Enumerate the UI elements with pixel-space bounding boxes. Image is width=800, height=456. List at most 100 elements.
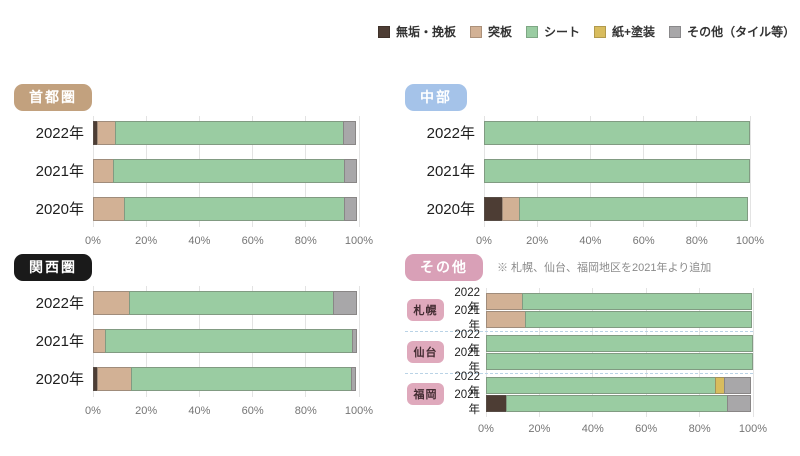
bar-row-label: 2021年 [454,347,480,375]
legend-item-sheet: シート [526,23,580,40]
axis-tick-label: 80% [688,422,711,435]
chart-chubu: 2022年 2021年 2020年 0% 20% 40% 60% 80% 100% [405,115,764,249]
bar-segment-tsukiita [93,328,107,353]
stacked-bar [93,290,359,315]
bar-segment-tsukiita [486,292,524,310]
legend-label: シート [544,25,581,39]
grid-line [538,287,540,417]
stacked-bar [484,196,750,221]
bar-segment-other [724,376,751,394]
axis-tick-label: 0% [476,234,492,247]
legend-label: その他（タイル等） [687,25,796,39]
axis-tick-label: 0% [85,234,101,247]
bar-row: 2022年 [444,329,753,356]
city-rows: 2022年 2021年 [444,329,753,374]
panel-badge-chubu: 中部 [405,84,467,111]
axis-tick-label: 40% [188,404,211,417]
axis-tick-label: 80% [685,234,708,247]
legend-item-tsukiita: 突板 [470,23,512,40]
bar-row: 2022年 [405,120,750,145]
bar-segment-other [350,366,356,391]
axis-tick-label: 100% [735,234,765,247]
stacked-bar [486,394,753,412]
bar-segment-other [351,328,357,353]
plot-area: 札幌 2022年 2021年 仙台 2022年 2021年 福岡 2022年 2021年 [405,287,754,417]
bar-segment-muku-hikiita [486,394,508,412]
city-badge: 仙台 [407,341,444,364]
grid-line [699,287,701,417]
axis-tick-label: 60% [241,404,264,417]
legend-item-muku-hikiita: 無垢・挽板 [378,23,456,40]
bar-segment-sheet [519,196,748,221]
bar-segment-sheet [506,394,728,412]
grid-line [645,287,647,417]
stacked-bar [93,196,359,221]
stacked-bar [486,310,753,328]
panel-note: ※ 札幌、仙台、福岡地区を2021年より追加 [497,262,712,275]
panel-kansai: 関西圏 2022年 2021年 2020年 0% 20% 40% 60% 80% 100% [14,254,373,419]
axis-tick-label: 20% [135,234,158,247]
bar-row-label: 2022年 [426,125,475,143]
stacked-bar [484,158,750,183]
legend-label: 突板 [488,25,513,39]
bar-segment-sheet [525,310,752,328]
legend-swatch-sheet [526,25,539,38]
group-separator [405,372,753,374]
x-axis: 0% 20% 40% 60% 80% 100% [478,422,767,437]
bar-segment-tsukiita [486,310,527,328]
grid-line [592,287,594,417]
bar-row-label: 2021年 [35,163,84,181]
axis-tick-label: 40% [188,234,211,247]
axis-tick-label: 0% [85,404,101,417]
stacked-bar [486,334,753,352]
axis-tick-label: 20% [526,234,549,247]
bar-row: 2020年 [405,196,750,221]
axis-tick-label: 20% [135,404,158,417]
bar-row-label: 2022年 [454,371,480,399]
grid-line [358,115,360,227]
axis-tick-label: 60% [241,234,264,247]
bar-segment-sheet [486,352,753,370]
axis-tick-label: 40% [579,234,602,247]
legend-item-other: その他（タイル等） [669,23,795,40]
panel-badge-others: その他 [405,254,483,281]
bar-row: 2021年 [444,347,753,374]
bar-segment-sheet [484,158,750,183]
bar-row-label: 2021年 [426,163,475,181]
bar-row-label: 2022年 [35,125,84,143]
stacked-bar [93,366,359,391]
plot-area: 2022年 2021年 2020年 [14,285,360,397]
bar-segment-other [726,394,751,412]
stacked-bar [93,120,359,145]
panel-badge-shutoken: 首都圏 [14,84,92,111]
stacked-bar [93,328,359,353]
city-group-0: 札幌 2022年 2021年 [405,287,753,332]
legend-label: 無垢・挽板 [396,25,457,39]
bar-row: 2022年 [14,290,359,315]
bar-segment-tsukiita [501,196,521,221]
bar-row: 2020年 [14,366,359,391]
bar-row-label: 2022年 [35,295,84,313]
x-axis: 0% 20% 40% 60% 80% 100% [476,234,764,249]
legend-item-paper-paint: 紙+塗装 [594,23,655,40]
x-axis: 0% 20% 40% 60% 80% 100% [85,234,373,249]
bar-segment-sheet [105,328,353,353]
bar-segment-sheet [114,120,344,145]
grid-line [749,115,751,227]
grid-line [752,287,754,417]
city-group-1: 仙台 2022年 2021年 [405,329,753,374]
bar-segment-tsukiita [97,120,116,145]
panel-others: その他 ※ 札幌、仙台、福岡地区を2021年より追加 札幌 2022年 2021年仙… [405,254,767,437]
axis-tick-label: 100% [344,404,374,417]
axis-tick-label: 100% [738,422,768,435]
bar-row-label: 2020年 [35,201,84,219]
bar-row: 2020年 [14,196,359,221]
grid [485,287,754,417]
panel-others-header: その他 ※ 札幌、仙台、福岡地区を2021年より追加 [405,254,753,281]
bar-segment-tsukiita [93,290,131,315]
bar-segment-sheet [129,290,335,315]
x-axis: 0% 20% 40% 60% 80% 100% [85,404,373,419]
bar-row: 2022年 [14,120,359,145]
group-separator [405,330,753,332]
